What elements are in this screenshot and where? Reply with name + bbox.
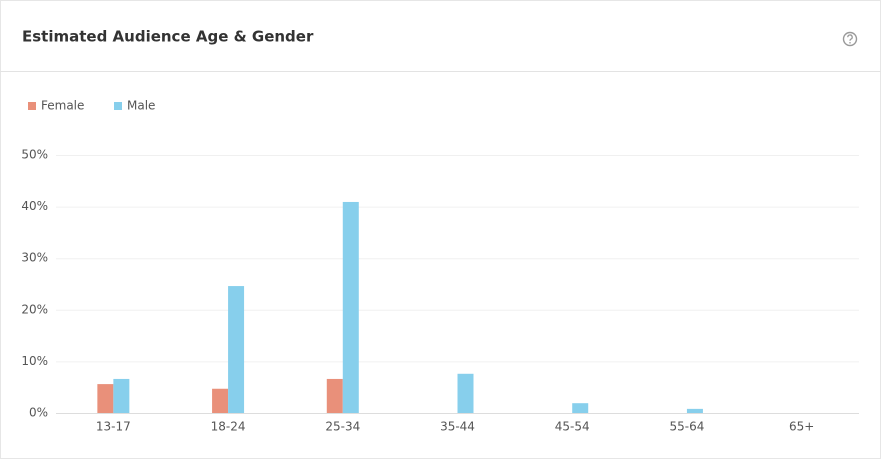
x-tick-label: 45-54 bbox=[555, 420, 590, 434]
x-tick-label: 55-64 bbox=[669, 420, 704, 434]
x-tick-label: 65+ bbox=[789, 420, 814, 434]
bar bbox=[686, 408, 703, 413]
y-tick-label: 20% bbox=[21, 302, 48, 316]
bar bbox=[342, 201, 359, 413]
legend-swatch bbox=[114, 102, 122, 110]
y-tick-label: 0% bbox=[29, 406, 48, 420]
help-icon[interactable] bbox=[842, 31, 858, 47]
help-icon-dot bbox=[849, 42, 851, 44]
y-tick-label: 40% bbox=[21, 199, 48, 213]
bar bbox=[97, 384, 114, 413]
x-tick-label: 35-44 bbox=[440, 420, 475, 434]
chart-title: Estimated Audience Age & Gender bbox=[22, 28, 314, 46]
help-icon-glyph bbox=[847, 34, 853, 41]
legend-swatch bbox=[28, 102, 36, 110]
legend-label: Female bbox=[41, 99, 84, 113]
x-tick-label: 13-17 bbox=[96, 420, 131, 434]
bar bbox=[113, 378, 130, 413]
bar bbox=[457, 373, 474, 413]
x-tick-label: 18-24 bbox=[211, 420, 246, 434]
bar bbox=[212, 388, 229, 413]
bar bbox=[228, 286, 245, 413]
legend-label: Male bbox=[127, 99, 155, 113]
help-icon-circle bbox=[842, 31, 858, 47]
y-tick-label: 50% bbox=[21, 148, 48, 162]
y-tick-label: 30% bbox=[21, 251, 48, 265]
x-tick-label: 25-34 bbox=[325, 420, 360, 434]
y-tick-label: 10% bbox=[21, 354, 48, 368]
bar bbox=[572, 403, 589, 413]
bar bbox=[326, 378, 343, 413]
